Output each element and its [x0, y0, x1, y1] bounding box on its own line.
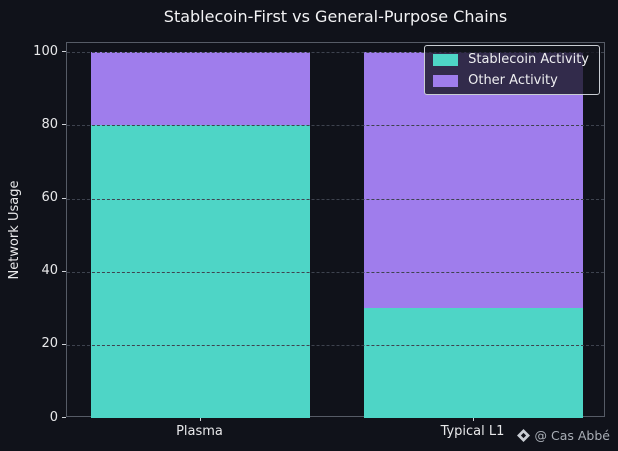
watermark-text: @ Cas Abbé	[534, 428, 610, 443]
x-tick-mark-plasma	[199, 417, 201, 421]
y-tick-mark-40	[62, 270, 66, 272]
gridline-20	[67, 344, 604, 346]
gridline-40	[67, 271, 604, 273]
y-axis-label: Network Usage	[7, 180, 22, 280]
plot-area: Stablecoin Activity Other Activity	[66, 42, 605, 418]
diamond-icon	[516, 429, 530, 442]
y-tick-mark-60	[62, 197, 66, 199]
legend-swatch-other-activity	[433, 74, 459, 87]
y-tick-label-40: 40	[41, 263, 58, 279]
y-tick-mark-100	[62, 51, 66, 53]
watermark: @ Cas Abbé	[516, 428, 610, 443]
gridline-80	[67, 125, 604, 127]
bar-segment-plasma-stablecoin-activity	[91, 125, 310, 418]
y-tick-label-60: 60	[41, 190, 58, 205]
y-tick-label-20: 20	[41, 336, 58, 352]
y-tick-label-100: 100	[33, 43, 58, 59]
y-tick-mark-0	[62, 417, 66, 418]
y-tick-label-80: 80	[41, 116, 58, 132]
y-tick-mark-80	[62, 124, 66, 126]
legend: Stablecoin Activity Other Activity	[424, 45, 600, 95]
x-tick-mark-typical-l1	[472, 417, 474, 421]
chart-title: Stablecoin-First vs General-Purpose Chai…	[163, 7, 508, 26]
legend-row-other-activity: Other Activity	[433, 73, 589, 88]
x-tick-label-plasma: Plasma	[176, 424, 223, 439]
y-tick-label-0: 0	[49, 409, 58, 425]
gridline-100	[67, 52, 604, 54]
bar-segment-plasma-other-activity	[91, 52, 310, 126]
legend-row-stablecoin-activity: Stablecoin Activity	[433, 52, 589, 67]
legend-swatch-stablecoin-activity	[433, 53, 459, 66]
gridline-60	[67, 198, 604, 200]
y-tick-mark-20	[62, 343, 66, 345]
bar-segment-typical-l1-stablecoin-activity	[364, 308, 583, 418]
legend-label-other-activity: Other Activity	[468, 73, 558, 88]
legend-label-stablecoin-activity: Stablecoin Activity	[468, 52, 589, 67]
x-tick-label-typical-l1: Typical L1	[440, 424, 505, 439]
